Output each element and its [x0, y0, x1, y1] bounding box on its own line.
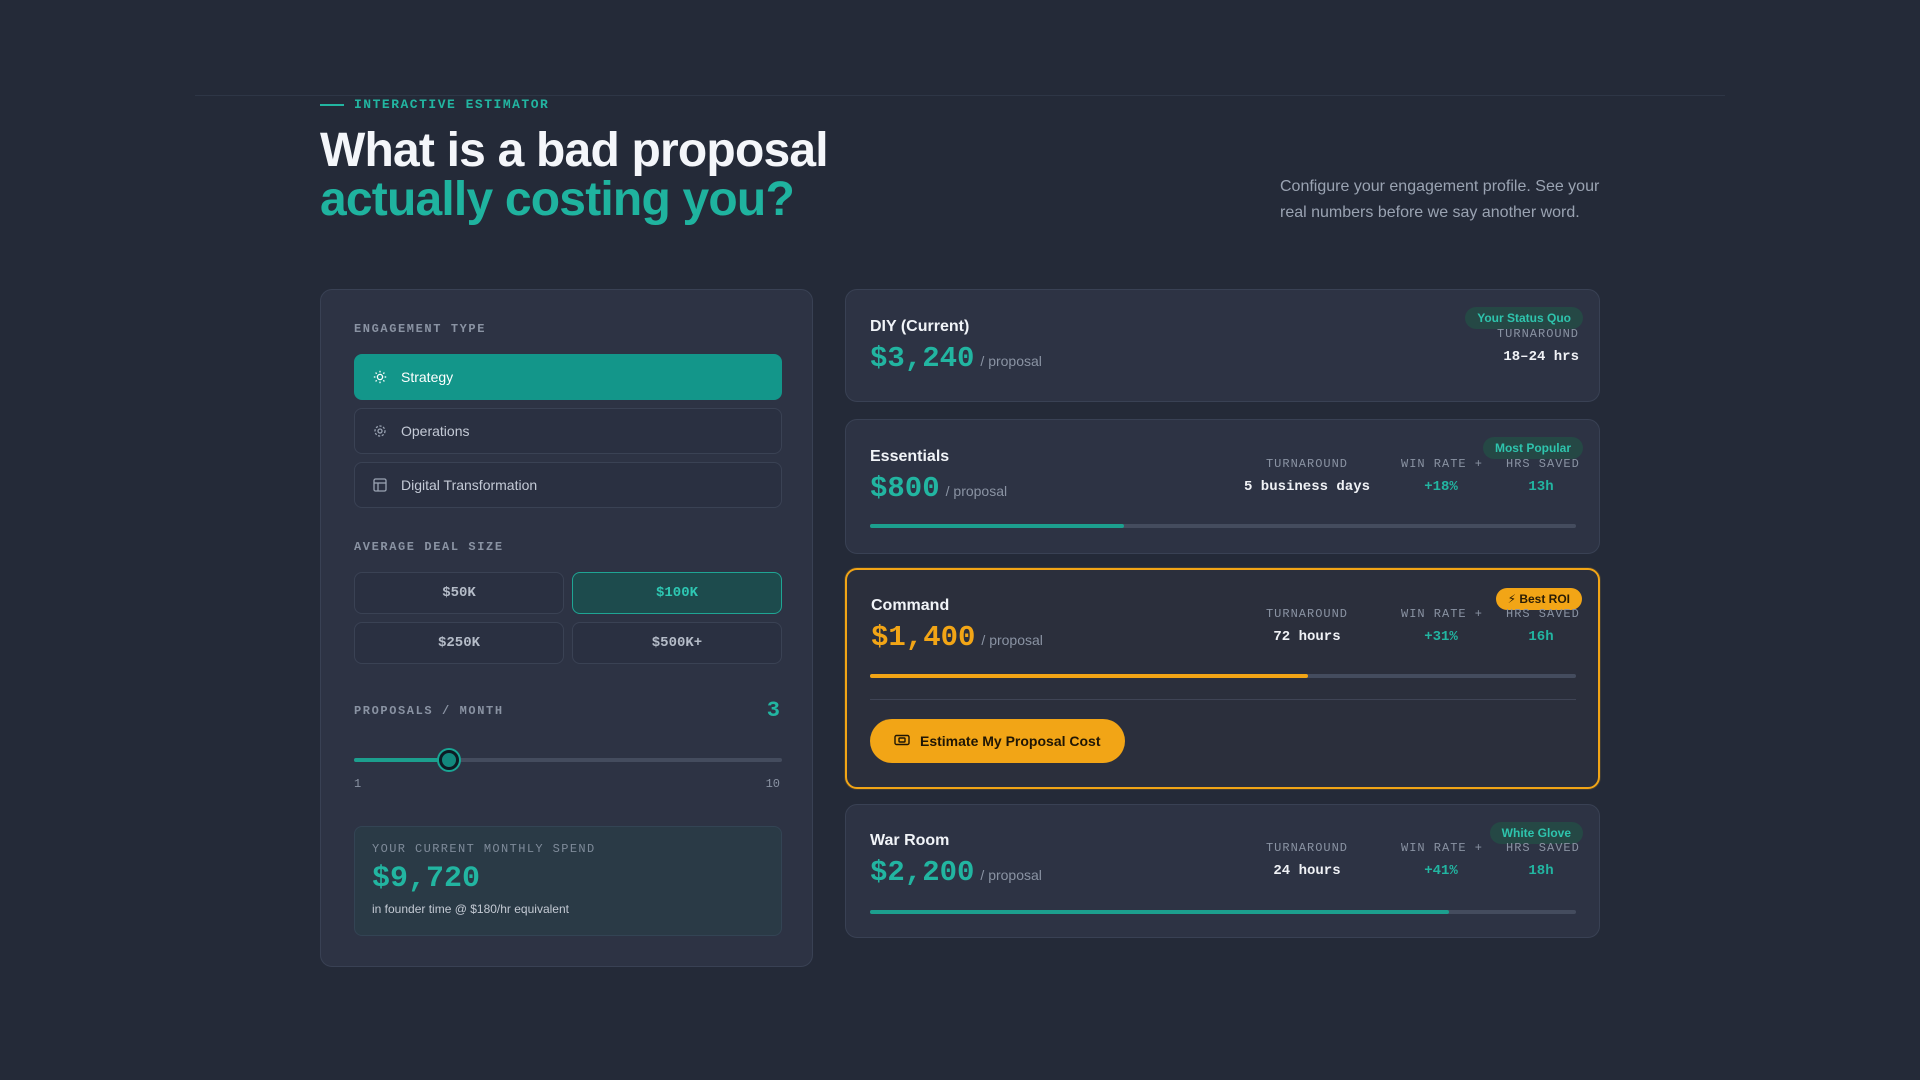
tier-stat-turnaround: TURNAROUND 18–24 hrs	[1497, 327, 1579, 365]
status-badge: Most Popular	[1482, 437, 1583, 459]
proposals-per-month-label: PROPOSALS / MONTH	[354, 704, 504, 718]
header-divider	[195, 95, 1725, 96]
engagement-type-label: ENGAGEMENT TYPE	[354, 322, 487, 336]
tier-price-value: $3,240	[870, 342, 975, 375]
tier-card-war-room[interactable]: War Room $2,200 / proposal White Glove TU…	[845, 804, 1600, 938]
proposals-slider-fill	[354, 758, 450, 762]
tier-progress-bar	[870, 674, 1576, 678]
engagement-option-operations[interactable]: Operations	[354, 408, 782, 454]
stat-value: +18%	[1424, 479, 1458, 495]
tier-stat-turnaround: TURNAROUND 24 hours	[1242, 841, 1372, 879]
ticket-icon	[894, 733, 910, 749]
stat-value: 18–24 hrs	[1503, 349, 1579, 365]
stat-label: WIN RATE +	[1401, 457, 1484, 471]
tier-stat-hrs-saved: HRS SAVED 13h	[1506, 457, 1580, 495]
best-roi-badge: ⚡ Best ROI	[1495, 588, 1582, 610]
tier-stat-win-rate: WIN RATE + +31%	[1401, 607, 1484, 645]
tier-stat-win-rate: WIN RATE + +18%	[1401, 457, 1484, 495]
engagement-option-label: Strategy	[401, 369, 454, 385]
card-divider	[870, 699, 1576, 700]
monthly-spend-label: YOUR CURRENT MONTHLY SPEND	[372, 842, 596, 856]
tier-price-unit: / proposal	[981, 632, 1043, 648]
engagement-option-label: Operations	[401, 423, 470, 439]
stat-label: TURNAROUND	[1496, 327, 1579, 341]
stat-value: 18h	[1528, 863, 1554, 879]
tier-price-value: $1,400	[871, 621, 976, 654]
tier-progress-fill	[870, 674, 1308, 678]
page-title-line-1: What is a bad proposal	[320, 124, 829, 177]
intro-text: Configure your engagement profile. See y…	[1280, 178, 1600, 221]
tier-name: Essentials	[870, 448, 950, 465]
stat-label: TURNAROUND	[1265, 607, 1348, 621]
estimate-cost-button[interactable]: Estimate My Proposal Cost	[870, 719, 1125, 763]
stat-label: HRS SAVED	[1506, 607, 1580, 621]
tier-price: $800 / proposal	[870, 472, 1007, 505]
stat-label: TURNAROUND	[1265, 841, 1348, 855]
deal-size-label: AVERAGE DEAL SIZE	[354, 540, 504, 554]
gear-icon	[373, 424, 387, 438]
deal-size-50k[interactable]: $50K	[354, 572, 564, 614]
engagement-option-strategy[interactable]: Strategy	[354, 354, 782, 400]
page-title-line-2: actually costing you?	[320, 173, 795, 226]
tier-price-unit: / proposal	[980, 867, 1042, 883]
engagement-option-digital-transformation[interactable]: Digital Transformation	[354, 462, 782, 508]
tier-price: $1,400 / proposal	[871, 621, 1043, 654]
tier-price-unit: / proposal	[980, 353, 1042, 369]
eyebrow-label: INTERACTIVE ESTIMATOR	[354, 97, 550, 112]
stat-value: 5 business days	[1243, 479, 1371, 495]
status-badge: Your Status Quo	[1465, 307, 1583, 329]
tier-price: $2,200 / proposal	[870, 856, 1042, 889]
tier-stat-turnaround: TURNAROUND 72 hours	[1242, 607, 1372, 645]
slider-max-label: 10	[765, 777, 780, 791]
tier-progress-bar	[870, 524, 1576, 528]
estimate-cost-button-label: Estimate My Proposal Cost	[920, 733, 1101, 749]
deal-size-100k[interactable]: $100K	[572, 572, 782, 614]
engagement-option-label: Digital Transformation	[401, 477, 538, 493]
status-badge: White Glove	[1489, 822, 1583, 844]
estimator-panel: ENGAGEMENT TYPE Strategy Operations	[320, 289, 813, 967]
monthly-spend-note: in founder time @ $180/hr equivalent	[372, 902, 569, 916]
tier-card-command[interactable]: Command $1,400 / proposal ⚡ Best ROI TURN…	[845, 568, 1600, 789]
tier-name: DIY (Current)	[870, 318, 970, 335]
proposals-slider-thumb[interactable]	[439, 750, 460, 770]
tier-stat-hrs-saved: HRS SAVED 16h	[1506, 607, 1580, 645]
stat-label: HRS SAVED	[1506, 841, 1580, 855]
stat-label: WIN RATE +	[1401, 607, 1484, 621]
stat-value: 24 hours	[1273, 863, 1341, 879]
deal-size-500k-plus[interactable]: $500K+	[572, 622, 782, 664]
tier-stat-win-rate: WIN RATE + +41%	[1401, 841, 1484, 879]
stat-value: 16h	[1528, 629, 1554, 645]
eyebrow: INTERACTIVE ESTIMATOR	[320, 97, 549, 112]
tier-stat-turnaround: TURNAROUND 5 business days	[1242, 457, 1372, 495]
stat-value: +41%	[1424, 863, 1458, 879]
eyebrow-dash	[320, 103, 344, 106]
slider-min-label: 1	[354, 777, 362, 791]
tier-name: Command	[871, 597, 950, 614]
monthly-spend-box: YOUR CURRENT MONTHLY SPEND $9,720 in fou…	[354, 826, 782, 936]
tier-progress-fill	[870, 524, 1125, 528]
tier-stat-hrs-saved: HRS SAVED 18h	[1506, 841, 1580, 879]
stat-label: HRS SAVED	[1506, 457, 1580, 471]
stat-value: +31%	[1424, 629, 1458, 645]
proposals-per-month-value: 3	[766, 698, 780, 723]
tier-price-value: $800	[870, 472, 940, 505]
stat-label: WIN RATE +	[1401, 841, 1484, 855]
monthly-spend-value: $9,720	[372, 862, 481, 896]
stat-value: 72 hours	[1273, 629, 1341, 645]
tier-card-diy[interactable]: DIY (Current) $3,240 / proposal Your Stat…	[845, 289, 1600, 402]
stat-label: TURNAROUND	[1265, 457, 1348, 471]
page-title: What is a bad proposal actually costing …	[320, 124, 829, 226]
tier-price-value: $2,200	[870, 856, 975, 889]
tier-name: War Room	[870, 832, 950, 849]
tier-price: $3,240 / proposal	[870, 342, 1042, 375]
deal-size-250k[interactable]: $250K	[354, 622, 564, 664]
lightbulb-icon	[373, 370, 387, 384]
proposals-slider[interactable]	[354, 750, 782, 770]
layout-icon	[373, 478, 387, 492]
tier-card-essentials[interactable]: Essentials $800 / proposal Most Popular T…	[845, 419, 1600, 554]
stat-value: 13h	[1528, 479, 1554, 495]
tier-progress-bar	[870, 910, 1576, 914]
tier-price-unit: / proposal	[945, 483, 1008, 499]
tier-progress-fill	[870, 910, 1449, 914]
